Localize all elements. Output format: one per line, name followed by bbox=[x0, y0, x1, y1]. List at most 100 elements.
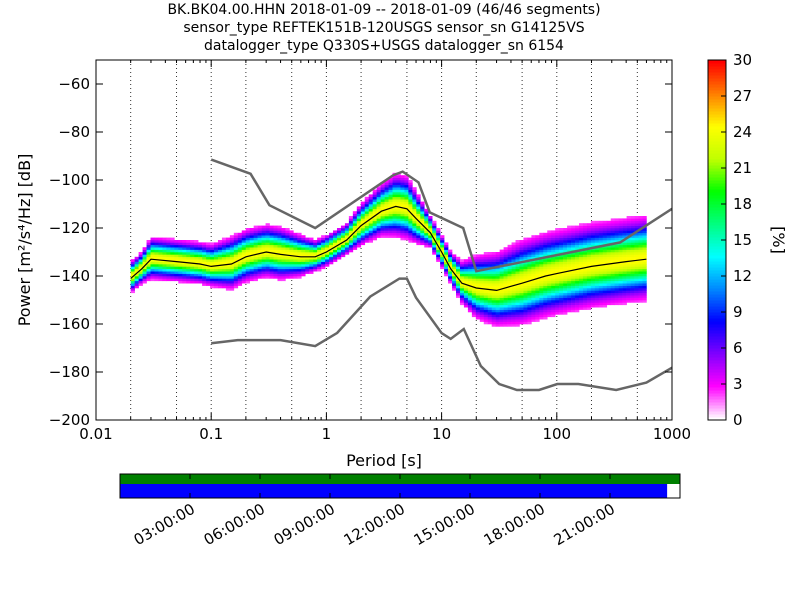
psd-density-cell bbox=[233, 264, 239, 267]
psd-density-cell bbox=[594, 285, 600, 289]
psd-density-cell bbox=[622, 223, 627, 226]
psd-density-cell bbox=[408, 240, 413, 243]
psd-density-cell bbox=[626, 300, 631, 303]
psd-density-cell bbox=[277, 252, 282, 255]
psd-density-cell bbox=[543, 268, 548, 272]
psd-density-cell bbox=[594, 225, 600, 229]
psd-density-cell bbox=[206, 276, 211, 279]
psd-density-cell bbox=[495, 309, 500, 313]
psd-density-cell bbox=[483, 300, 489, 303]
psd-density-cell bbox=[344, 223, 350, 226]
psd-density-cell bbox=[293, 244, 298, 248]
psd-density-cell bbox=[178, 240, 183, 243]
psd-density-cell bbox=[499, 321, 504, 325]
psd-density-cell bbox=[487, 302, 493, 306]
psd-density-cell bbox=[527, 290, 532, 294]
psd-density-cell bbox=[503, 288, 508, 291]
psd-density-cell bbox=[130, 273, 135, 277]
psd-density-cell bbox=[356, 228, 362, 231]
psd-density-cell bbox=[547, 244, 552, 248]
psd-density-cell bbox=[321, 247, 326, 250]
psd-density-cell bbox=[463, 285, 469, 289]
colorbar-step bbox=[708, 168, 726, 172]
psd-density-cell bbox=[364, 228, 370, 231]
psd-density-cell bbox=[166, 249, 171, 253]
psd-density-cell bbox=[463, 302, 469, 306]
psd-density-cell bbox=[444, 266, 449, 270]
psd-density-cell bbox=[150, 244, 155, 248]
psd-density-cell bbox=[229, 264, 235, 267]
psd-density-cell bbox=[622, 297, 627, 301]
psd-density-cell bbox=[575, 228, 580, 231]
colorbar-step bbox=[708, 165, 726, 169]
low-noise-model-line bbox=[211, 277, 672, 392]
psd-density-cell bbox=[198, 273, 203, 277]
psd-density-cell bbox=[519, 249, 524, 253]
psd-density-cell bbox=[531, 268, 536, 272]
psd-density-cell bbox=[519, 276, 524, 279]
psd-density-cell bbox=[253, 278, 258, 282]
psd-density-cell bbox=[634, 285, 639, 289]
psd-density-cell bbox=[519, 266, 524, 270]
psd-density-cell bbox=[606, 302, 612, 306]
psd-density-cell bbox=[202, 247, 207, 250]
psd-density-cell bbox=[622, 276, 627, 279]
psd-density-cell bbox=[253, 266, 258, 270]
psd-density-cell bbox=[571, 256, 576, 260]
psd-density-cell bbox=[392, 235, 397, 238]
psd-density-cell bbox=[408, 208, 413, 212]
psd-density-cell bbox=[479, 295, 485, 298]
psd-density-cell bbox=[289, 242, 294, 246]
psd-density-cell bbox=[253, 235, 258, 238]
psd-density-cell bbox=[146, 254, 151, 258]
psd-density-cell bbox=[229, 256, 235, 260]
psd-density-cell bbox=[344, 249, 350, 253]
psd-density-cell bbox=[360, 213, 366, 217]
psd-density-cell bbox=[602, 268, 608, 272]
psd-density-cell bbox=[463, 300, 469, 303]
psd-density-cell bbox=[158, 278, 163, 282]
psd-density-cell bbox=[257, 256, 262, 260]
psd-density-cell bbox=[221, 283, 227, 286]
psd-density-cell bbox=[531, 242, 536, 246]
psd-density-cell bbox=[245, 278, 251, 282]
psd-density-cell bbox=[523, 249, 528, 253]
colorbar-step bbox=[708, 114, 726, 118]
psd-density-cell bbox=[305, 247, 310, 250]
psd-density-cell bbox=[582, 261, 588, 265]
psd-density-cell bbox=[586, 244, 592, 248]
psd-density-cell bbox=[551, 264, 556, 267]
psd-density-cell bbox=[463, 292, 469, 296]
psd-density-cell bbox=[495, 264, 500, 267]
psd-density-cell bbox=[384, 180, 389, 183]
psd-density-cell bbox=[348, 247, 354, 250]
psd-density-cell bbox=[158, 271, 163, 274]
psd-density-cell bbox=[602, 283, 608, 286]
psd-density-cell bbox=[543, 304, 548, 308]
psd-density-cell bbox=[638, 216, 643, 219]
psd-density-cell bbox=[432, 247, 437, 250]
psd-density-cell bbox=[622, 268, 627, 272]
colorbar-step bbox=[708, 204, 726, 208]
psd-density-cell bbox=[186, 273, 191, 277]
psd-density-cell bbox=[269, 261, 274, 265]
psd-density-cell bbox=[241, 230, 247, 234]
psd-density-cell bbox=[408, 223, 413, 226]
psd-density-cell bbox=[555, 280, 560, 284]
psd-density-cell bbox=[376, 223, 381, 226]
psd-density-cell bbox=[495, 324, 500, 327]
psd-density-cell bbox=[638, 288, 643, 291]
psd-density-cell bbox=[602, 264, 608, 267]
psd-density-cell bbox=[233, 244, 239, 248]
psd-density-cell bbox=[329, 254, 334, 258]
colorbar-step bbox=[708, 72, 726, 76]
psd-density-cell bbox=[265, 232, 270, 236]
psd-density-cell bbox=[630, 230, 635, 234]
psd-density-cell bbox=[515, 247, 520, 250]
psd-density-cell bbox=[487, 261, 493, 265]
psd-density-cell bbox=[217, 283, 223, 286]
psd-density-cell bbox=[301, 254, 306, 258]
psd-density-cell bbox=[352, 240, 358, 243]
psd-density-cell bbox=[507, 297, 512, 301]
psd-density-cell bbox=[194, 268, 199, 272]
